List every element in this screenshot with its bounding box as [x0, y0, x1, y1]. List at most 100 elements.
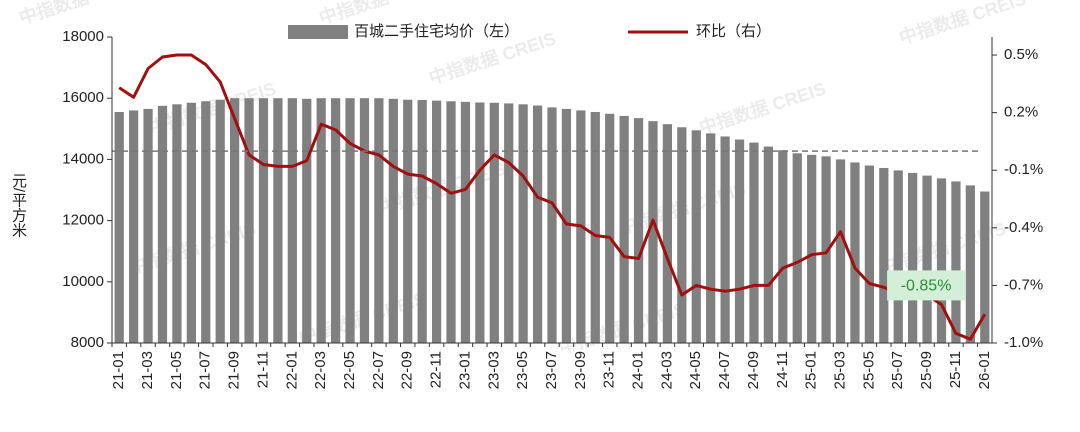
bar	[951, 181, 961, 343]
bar	[677, 127, 687, 344]
bar	[734, 139, 745, 343]
y2-tick-label: -0.7%	[1004, 276, 1043, 293]
x-tick-label: 21-03	[139, 351, 156, 389]
y2-tick-label: -1.0%	[1004, 334, 1043, 351]
bar	[850, 162, 860, 343]
bar	[143, 108, 153, 343]
bar	[287, 98, 297, 343]
bar	[230, 98, 240, 343]
x-tick-label: 25-03	[831, 351, 848, 389]
x-tick-label: 25-01	[803, 351, 820, 389]
bar	[186, 102, 196, 343]
bar	[908, 172, 918, 343]
bar	[778, 150, 788, 343]
x-tick-label: 25-09	[918, 351, 935, 389]
x-tick-label: 26-01	[976, 351, 993, 389]
bar	[273, 98, 283, 343]
bar	[749, 142, 759, 343]
bar	[547, 107, 557, 343]
y2-tick-label: -0.1%	[1004, 161, 1043, 178]
bar	[302, 98, 312, 343]
annotation: -0.85%	[901, 278, 952, 295]
y2-tick-label: 0.2%	[1004, 104, 1038, 121]
bar	[518, 104, 528, 343]
legend-swatch	[288, 25, 348, 39]
bar	[532, 105, 543, 343]
y2-tick-label: -0.4%	[1004, 219, 1043, 236]
annotation-box	[887, 270, 966, 301]
bar	[114, 111, 124, 343]
bar	[893, 170, 903, 343]
x-tick-label: 23-09	[572, 351, 589, 389]
x-tick-label: 22-01	[283, 351, 300, 389]
x-tick-label: 23-07	[543, 351, 560, 389]
line	[118, 53, 987, 341]
x-tick-label: 21-01	[110, 351, 127, 389]
y-tick-label: 18000	[62, 28, 104, 45]
x-tick-label: 21-07	[197, 351, 214, 389]
x-tick-label: 23-11	[601, 351, 618, 388]
y-tick-label: 8000	[71, 334, 104, 351]
y2-tick-label: 0.5%	[1004, 46, 1038, 63]
bar	[605, 113, 615, 343]
bar	[330, 98, 341, 343]
x-tick-label: 22-11	[428, 351, 445, 388]
bar	[648, 121, 658, 344]
x-tick-label: 23-01	[456, 351, 473, 389]
x-tick-label: 25-05	[860, 351, 877, 389]
x-tick-label: 22-03	[312, 351, 329, 389]
bar	[475, 102, 485, 343]
watermark: 中指数据 CREIS	[696, 78, 828, 139]
bar	[936, 178, 947, 343]
bar	[504, 103, 514, 343]
bar	[879, 167, 889, 343]
x-tick-label: 21-11	[254, 351, 271, 388]
bar	[590, 111, 600, 343]
bar	[431, 100, 442, 343]
x-tick-label: 24-11	[774, 351, 791, 388]
bar	[980, 191, 990, 343]
x-tick-label: 24-01	[630, 351, 647, 389]
x-tick-label: 23-05	[514, 351, 531, 389]
x-tick-label: 21-05	[168, 351, 185, 389]
x-tick-label: 23-03	[485, 351, 502, 389]
bar	[633, 118, 644, 343]
bar	[691, 130, 701, 343]
x-tick-label: 25-11	[947, 351, 964, 388]
watermark: 中指数据 CREIS	[896, 0, 1028, 48]
bar	[922, 175, 932, 343]
bar	[345, 98, 355, 343]
y-tick-label: 14000	[62, 150, 104, 167]
bar	[706, 133, 716, 343]
legend-label: 百城二手住宅均价（左）	[354, 23, 519, 40]
x-tick-label: 25-07	[889, 351, 906, 389]
bar	[388, 98, 398, 343]
x-tick-label: 22-09	[399, 351, 416, 389]
x-tick-label: 21-09	[226, 351, 243, 389]
bar	[763, 146, 774, 343]
bar	[172, 104, 182, 343]
bar	[561, 108, 572, 343]
y-tick-label: 16000	[62, 89, 104, 106]
bar	[965, 185, 975, 343]
bar	[359, 98, 370, 343]
bar	[489, 102, 499, 343]
bar	[244, 98, 254, 343]
legend-label: 环比（右）	[696, 23, 771, 40]
x-tick-label: 24-09	[745, 351, 762, 389]
bar	[374, 98, 384, 343]
x-tick-label: 24-03	[658, 351, 675, 389]
bar	[864, 165, 874, 343]
y-tick-label: 12000	[62, 212, 104, 229]
bar	[446, 101, 456, 343]
x-tick-label: 24-05	[687, 351, 704, 389]
watermark: 中指数据 CREIS	[16, 0, 148, 28]
bar	[460, 101, 471, 343]
bar	[662, 124, 673, 344]
bar	[316, 98, 326, 343]
bar	[157, 105, 168, 343]
x-tick-label: 24-07	[716, 351, 733, 389]
bar	[720, 136, 730, 343]
bar	[792, 153, 802, 343]
